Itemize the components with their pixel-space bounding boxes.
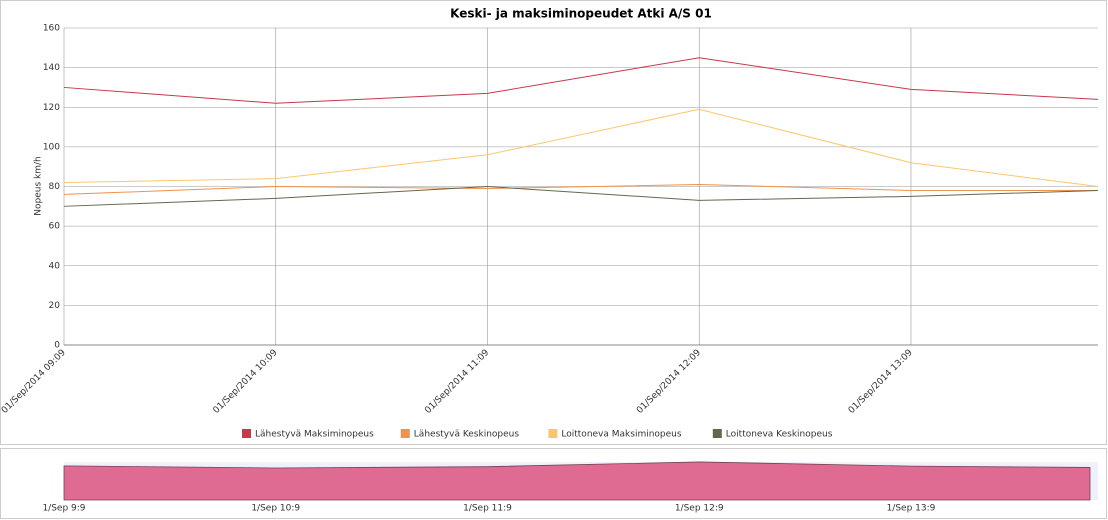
legend-label: Loittoneva Keskinopeus (726, 430, 833, 440)
legend-swatch (712, 429, 722, 438)
navigator-tick-label: 1/Sep 12:9 (675, 504, 724, 514)
y-tick-label: 80 (49, 182, 61, 192)
y-tick-label: 100 (43, 142, 60, 152)
y-tick-label: 40 (49, 261, 61, 271)
legend-swatch (400, 429, 410, 438)
y-tick-label: 0 (54, 341, 60, 351)
navigator-tick-label: 1/Sep 10:9 (251, 504, 300, 514)
y-tick-label: 120 (43, 103, 60, 113)
legend-swatch (548, 429, 558, 438)
y-tick-label: 60 (49, 222, 61, 232)
navigator-tick-label: 1/Sep 13:9 (887, 504, 936, 514)
series-line (63, 108, 1099, 187)
legend-swatch (242, 429, 251, 438)
y-tick-label: 140 (43, 63, 60, 73)
series-line (63, 57, 1099, 104)
series-line (63, 185, 1099, 207)
navigator-tick-label: 1/Sep 9:9 (42, 504, 85, 514)
legend-label: Lähestyvä Maksiminopeus (255, 430, 374, 440)
legend-label: Loittoneva Maksiminopeus (561, 430, 681, 440)
series-line (63, 184, 1098, 195)
navigator-area (63, 461, 1091, 501)
y-tick-label: 20 (49, 301, 61, 311)
y-tick-label: 160 (43, 24, 60, 34)
main-panel (0, 0, 1107, 445)
navigator-tick-label: 1/Sep 11:9 (463, 504, 512, 514)
chart-title: Keski- ja maksiminopeudet Atki A/S 01 (450, 7, 712, 21)
legend-label: Lähestyvä Keskinopeus (414, 430, 520, 440)
y-axis-label: Nopeus km/h (34, 156, 44, 215)
